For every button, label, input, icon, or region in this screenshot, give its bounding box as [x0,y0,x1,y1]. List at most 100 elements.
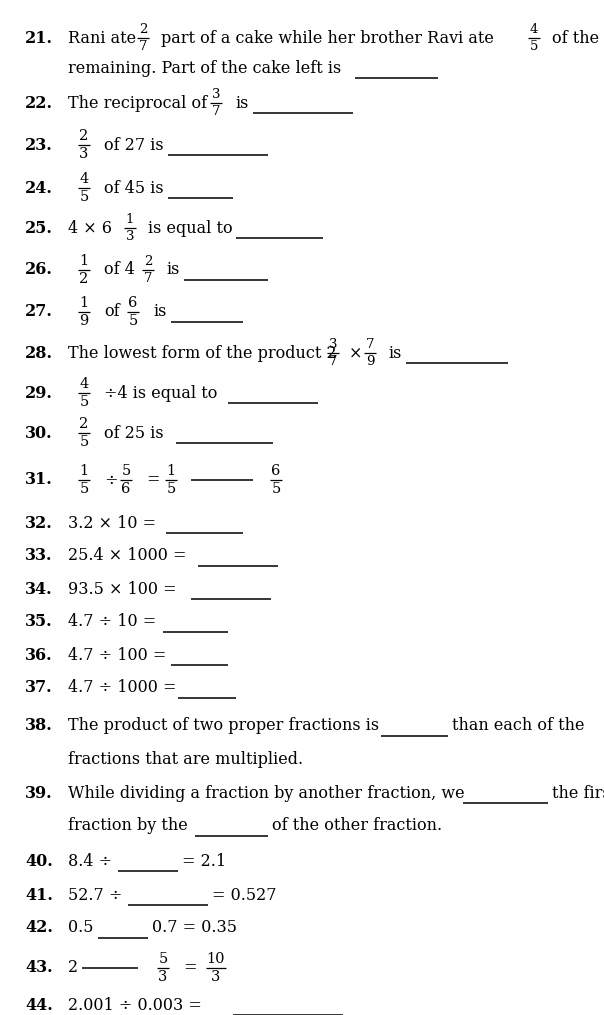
Text: 1: 1 [80,464,89,478]
Text: 5: 5 [79,190,89,204]
Text: fraction by the: fraction by the [68,817,188,834]
Text: 1: 1 [126,213,134,226]
Text: is: is [153,303,166,321]
Text: 1: 1 [80,296,89,310]
Text: 4: 4 [79,377,89,391]
Text: =: = [183,959,196,976]
Text: 1: 1 [80,254,89,268]
Text: is: is [166,262,179,278]
Text: of the: of the [552,29,599,47]
Text: 29.: 29. [25,385,53,402]
Text: ÷: ÷ [104,472,118,488]
Text: 7: 7 [212,105,220,118]
Text: ÷4 is equal to: ÷4 is equal to [104,385,217,402]
Text: of: of [104,303,120,321]
Text: 2: 2 [79,272,89,286]
Text: 5: 5 [129,314,138,328]
Text: is equal to: is equal to [148,219,233,236]
Text: 32.: 32. [25,515,53,532]
Text: 5: 5 [79,395,89,409]
Text: 7: 7 [139,40,147,53]
Text: 3: 3 [211,970,220,984]
Text: 25.4 × 1000 =: 25.4 × 1000 = [68,547,187,564]
Text: 2: 2 [68,959,78,976]
Text: 7: 7 [366,338,374,351]
Text: 2: 2 [144,255,152,268]
Text: 5: 5 [79,482,89,496]
Text: 9: 9 [366,355,374,368]
Text: 2: 2 [79,129,89,143]
Text: 0.7 = 0.35: 0.7 = 0.35 [152,920,237,937]
Text: 3: 3 [79,147,89,161]
Text: 4.7 ÷ 1000 =: 4.7 ÷ 1000 = [68,679,176,696]
Text: 7: 7 [329,355,337,368]
Text: 43.: 43. [25,959,53,976]
Text: of 45 is: of 45 is [104,180,164,197]
Text: fractions that are multiplied.: fractions that are multiplied. [68,750,303,767]
Text: part of a cake while her brother Ravi ate: part of a cake while her brother Ravi at… [161,29,494,47]
Text: 6: 6 [271,464,281,478]
Text: 28.: 28. [25,344,53,361]
Text: remaining. Part of the cake left is: remaining. Part of the cake left is [68,60,341,76]
Text: 42.: 42. [25,920,53,937]
Text: 24.: 24. [25,180,53,197]
Text: of 25 is: of 25 is [104,424,164,442]
Text: 35.: 35. [25,613,53,630]
Text: 33.: 33. [25,547,53,564]
Text: Rani ate: Rani ate [68,29,136,47]
Text: 2: 2 [79,417,89,431]
Text: 5: 5 [530,40,538,53]
Text: 4.7 ÷ 10 =: 4.7 ÷ 10 = [68,613,156,630]
Text: 39.: 39. [25,785,53,802]
Text: 9: 9 [79,314,89,328]
Text: 5: 5 [166,482,176,496]
Text: 6: 6 [128,296,138,310]
Text: 30.: 30. [25,424,53,442]
Text: 2.001 ÷ 0.003 =: 2.001 ÷ 0.003 = [68,997,202,1014]
Text: = 0.527: = 0.527 [212,886,277,903]
Text: 44.: 44. [25,997,53,1014]
Text: 4 × 6: 4 × 6 [68,219,112,236]
Text: While dividing a fraction by another fraction, we: While dividing a fraction by another fra… [68,785,464,802]
Text: 3: 3 [212,88,220,102]
Text: 0.5: 0.5 [68,920,94,937]
Text: 93.5 × 100 =: 93.5 × 100 = [68,581,176,598]
Text: 40.: 40. [25,853,53,870]
Text: 21.: 21. [25,29,53,47]
Text: 52.7 ÷: 52.7 ÷ [68,886,123,903]
Text: the first: the first [552,785,604,802]
Text: ×: × [349,344,362,361]
Text: 22.: 22. [25,94,53,112]
Text: The product of two proper fractions is: The product of two proper fractions is [68,718,379,735]
Text: 26.: 26. [25,262,53,278]
Text: 4: 4 [79,172,89,186]
Text: of 27 is: of 27 is [104,136,164,153]
Text: 6: 6 [121,482,130,496]
Text: 23.: 23. [25,136,53,153]
Text: 2: 2 [139,23,147,36]
Text: The lowest form of the product 2: The lowest form of the product 2 [68,344,336,361]
Text: 5: 5 [158,952,168,966]
Text: 3: 3 [126,230,134,243]
Text: The reciprocal of: The reciprocal of [68,94,207,112]
Text: 3.2 × 10 =: 3.2 × 10 = [68,515,156,532]
Text: 36.: 36. [25,647,53,664]
Text: 41.: 41. [25,886,53,903]
Text: 4: 4 [530,23,538,36]
Text: 1: 1 [167,464,176,478]
Text: 27.: 27. [25,303,53,321]
Text: =: = [146,472,159,488]
Text: 3: 3 [329,338,337,351]
Text: 7: 7 [144,272,152,285]
Text: 10: 10 [207,952,225,966]
Text: is: is [388,344,402,361]
Text: 31.: 31. [25,472,53,488]
Text: 5: 5 [271,482,281,496]
Text: 25.: 25. [25,219,53,236]
Text: 34.: 34. [25,581,53,598]
Text: 5: 5 [79,435,89,449]
Text: 3: 3 [158,970,168,984]
Text: = 2.1: = 2.1 [182,853,226,870]
Text: 4.7 ÷ 100 =: 4.7 ÷ 100 = [68,647,166,664]
Text: 8.4 ÷: 8.4 ÷ [68,853,112,870]
